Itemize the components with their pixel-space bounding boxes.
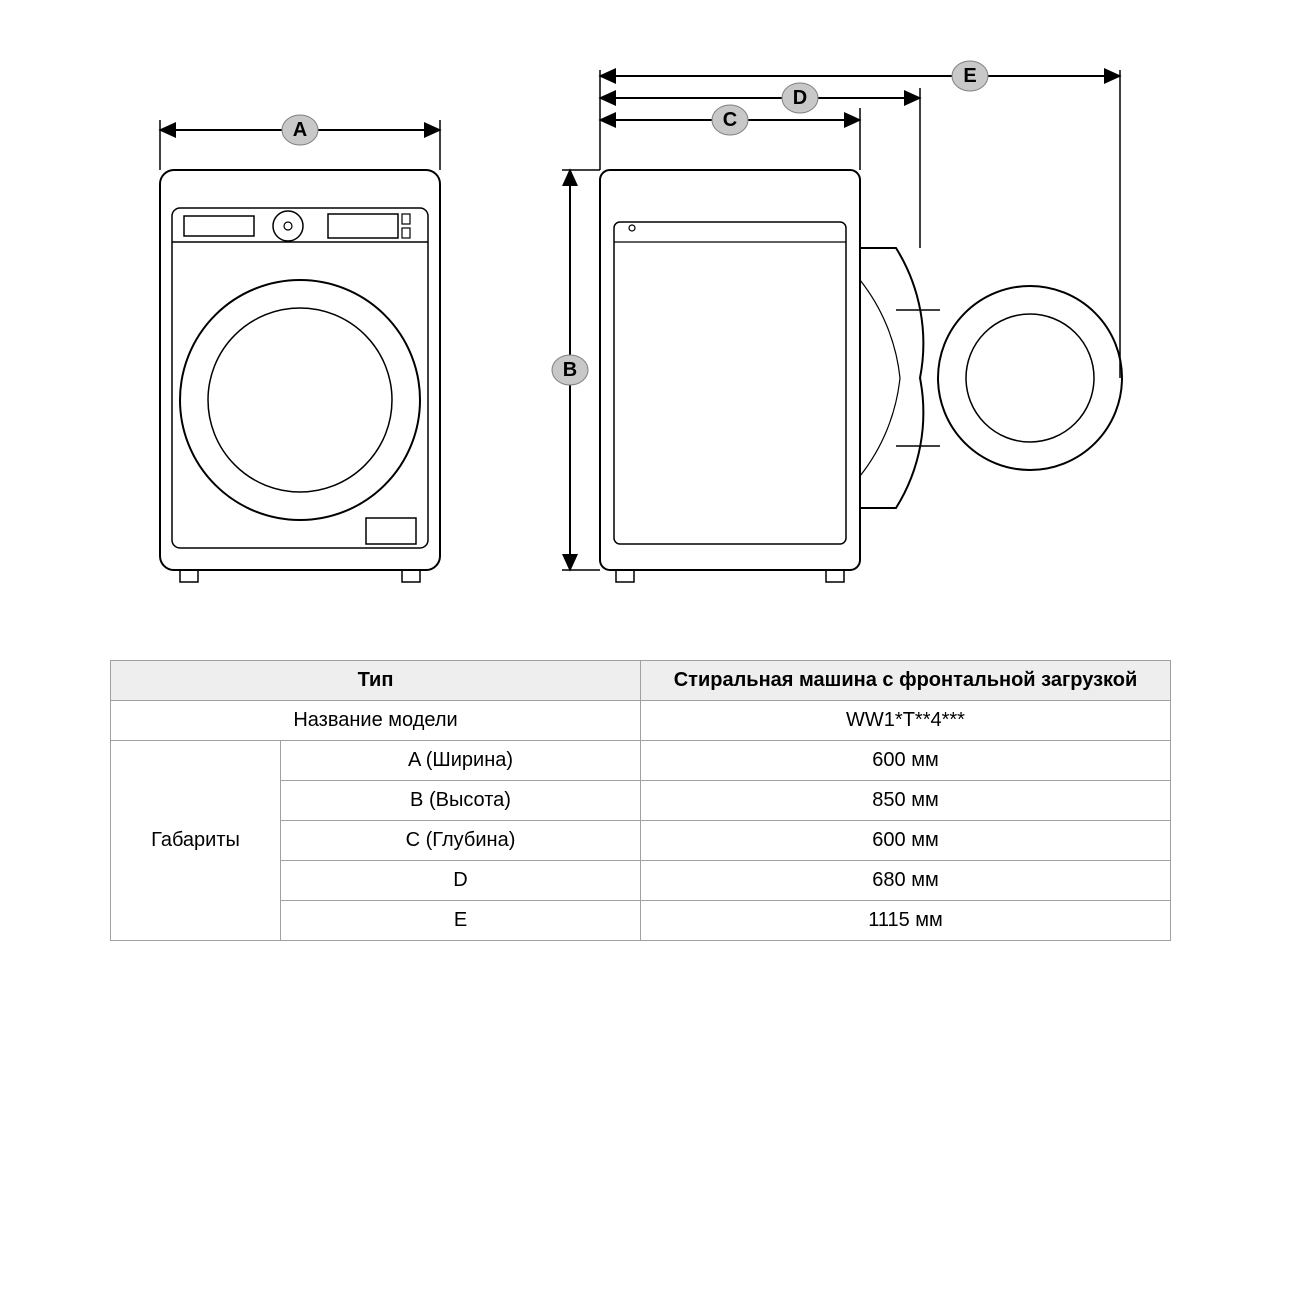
dim-c: C xyxy=(600,105,860,135)
dim-d: D xyxy=(600,83,920,113)
dimensions-label: Габариты xyxy=(111,741,281,941)
dim-row-label: A (Ширина) xyxy=(281,741,641,781)
dimension-diagram: A xyxy=(110,60,1190,620)
dim-row-value: 680 мм xyxy=(641,861,1171,901)
dim-label-a: A xyxy=(293,119,307,141)
dim-label-e: E xyxy=(963,65,976,87)
model-value: WW1*T**4*** xyxy=(641,701,1171,741)
dim-label-d: D xyxy=(793,87,807,109)
dim-label-b: B xyxy=(563,359,577,381)
dim-row-label: D xyxy=(281,861,641,901)
dim-row-label: E xyxy=(281,901,641,941)
dim-row-value: 600 мм xyxy=(641,741,1171,781)
model-label: Название модели xyxy=(111,701,641,741)
dim-row-label: C (Глубина) xyxy=(281,821,641,861)
dim-e: E xyxy=(600,61,1120,91)
type-value: Стиральная машина с фронтальной загрузко… xyxy=(641,661,1171,701)
dim-b: B xyxy=(552,170,600,570)
dim-row-label: B (Высота) xyxy=(281,781,641,821)
dim-row-value: 1115 мм xyxy=(641,901,1171,941)
type-header: Тип xyxy=(111,661,641,701)
dim-a: A xyxy=(160,115,440,170)
side-view: C D E xyxy=(552,61,1122,582)
specifications-table: Тип Стиральная машина с фронтальной загр… xyxy=(110,660,1171,941)
dim-row-value: 600 мм xyxy=(641,821,1171,861)
dim-row-value: 850 мм xyxy=(641,781,1171,821)
dim-label-c: C xyxy=(723,109,737,131)
front-view: A xyxy=(160,115,440,582)
